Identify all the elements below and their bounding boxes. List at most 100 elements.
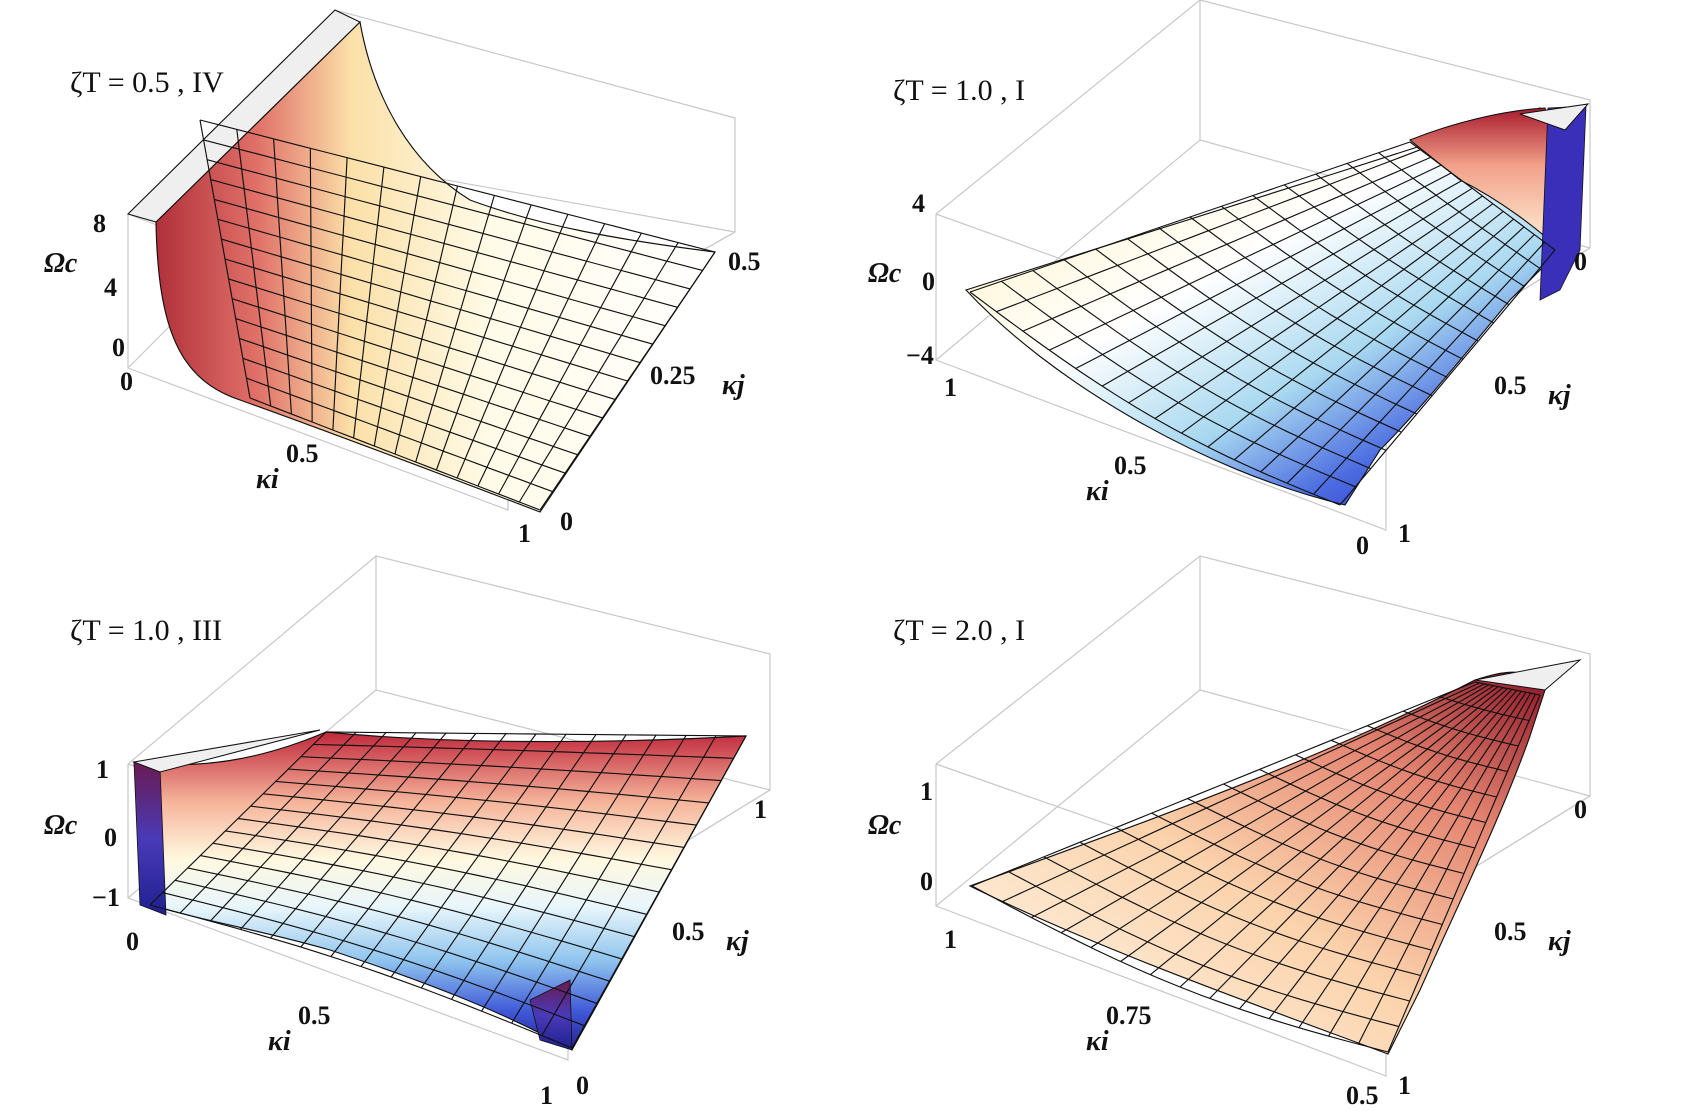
panel-4-ylabel: κj	[1548, 926, 1571, 957]
grid1-v-line	[224, 258, 628, 382]
grid4-v-line	[971, 885, 1389, 1053]
grid4-v-line	[1151, 812, 1443, 926]
panel-2-xtick-1: 1	[944, 373, 957, 402]
grid2-v-line	[1189, 216, 1448, 379]
panel-3-ztick-m1: −1	[92, 883, 120, 912]
grid2-v-line	[1315, 173, 1510, 306]
panel-1-ztick-8: 8	[93, 209, 106, 238]
panel-3-zlabel: Ωc	[44, 810, 78, 841]
grid4-v-line	[1079, 841, 1421, 977]
grid1-v-line	[214, 198, 666, 327]
panel-1-ytick-025: 0.25	[650, 361, 696, 390]
grid3-v-line	[225, 830, 647, 915]
panel-2-top-cap	[1519, 103, 1590, 131]
panel-1-ytick-0: 0	[560, 507, 573, 536]
grid2-v-line	[1221, 205, 1464, 360]
panel-4-mesh	[971, 681, 1541, 1053]
grid4-v-line	[1043, 856, 1410, 1002]
panel-3-ylabel: κj	[726, 926, 749, 957]
panel-3-xtick-1: 1	[540, 1081, 553, 1106]
grid1-v-line	[206, 159, 691, 290]
panel-4-ztick-0: 0	[920, 867, 933, 896]
panel-1-ztick-0: 0	[112, 333, 125, 362]
panel-2-ztick-0: 0	[922, 267, 935, 296]
panel-2-ytick-1: 1	[1398, 519, 1411, 548]
panel-1-title: ζT = 0.5 , IV	[70, 66, 224, 99]
panel-2-ylabel: κj	[1548, 380, 1571, 411]
grid2-v-line	[1032, 270, 1371, 470]
grid2-v-line	[1095, 248, 1402, 433]
panel-4-ztick-1: 1	[920, 777, 933, 806]
panel-3-ytick-1: 1	[754, 795, 767, 824]
panel-2-ytick-05: 0.5	[1494, 371, 1527, 400]
panel-2-title: ζT = 1.0 , I	[893, 74, 1025, 107]
panel-1-mesh	[199, 119, 716, 511]
panel-1-xlabel: κi	[256, 464, 279, 495]
grid2-v-line	[1001, 280, 1356, 488]
panel-1-ztick-4: 4	[104, 273, 117, 302]
grid1-v-line	[203, 139, 703, 271]
panel-4-xlabel: κi	[1086, 1026, 1109, 1057]
grid3-v-line	[288, 768, 709, 804]
panel-2-surface	[964, 107, 1563, 506]
panel-3-ytick-0: 0	[576, 1071, 589, 1100]
panel-3-xtick-0: 0	[126, 927, 139, 956]
grid1-v-line	[199, 119, 716, 253]
grid4-v-line	[1438, 696, 1530, 722]
grid2-v-line	[1126, 237, 1418, 415]
grid3-v-line	[200, 855, 622, 960]
grid3-v-line	[263, 793, 684, 848]
panel-3-surface	[133, 731, 748, 1051]
panel-1-back-edge	[126, 9, 361, 223]
grid4-v-line	[1331, 739, 1497, 798]
grid2-v-line	[1283, 184, 1494, 324]
panel-2-ztick-4: 4	[912, 189, 925, 218]
grid1-v-line	[210, 179, 678, 308]
grid1-v-line	[231, 298, 603, 419]
grid1-v-line	[239, 337, 578, 456]
grid2-v-line	[969, 291, 1341, 506]
panel-4-box	[935, 555, 1591, 1077]
grid3-v-line	[237, 817, 660, 893]
grid1-v-line	[228, 278, 616, 400]
panel-4-xtick-05: 0.5	[1346, 1081, 1379, 1106]
panel-3-title: ζT = 1.0 , III	[70, 614, 222, 647]
panel-3-xlabel: κi	[268, 1026, 291, 1057]
grid2-v-line	[1346, 162, 1525, 287]
panel-3-right-wall	[529, 979, 573, 1051]
grid1-v-line	[246, 377, 553, 493]
panel-1-xtick-1: 1	[518, 519, 531, 548]
panel-3-xtick-05: 0.5	[298, 1001, 331, 1030]
grid4-v-line	[1295, 754, 1486, 824]
grid4-v-line	[1259, 768, 1476, 849]
panel-1-surface	[155, 20, 716, 513]
panel-4-xtick-1: 1	[944, 925, 957, 954]
grid2-v-line	[1409, 141, 1556, 251]
panel-2-xtick-05: 0.5	[1114, 451, 1147, 480]
grid3-v-line	[162, 892, 585, 1027]
panel-3-ztick-1: 1	[96, 755, 109, 784]
panel-3: ζT = 1.0 , III Ωc 1 0 −1 0 0.5 κi 1 0 0.…	[44, 555, 771, 1110]
grid3-v-line	[174, 879, 598, 1004]
panel-2-xlabel: κi	[1086, 476, 1109, 507]
grid4-v-line	[1366, 725, 1508, 773]
grid1-v-line	[242, 357, 566, 474]
panel-3-ytick-05: 0.5	[672, 917, 705, 946]
panel-3-top-cap	[132, 729, 321, 773]
panel-2-ztick-m4: −4	[906, 341, 934, 370]
panel-1-ylabel: κj	[722, 370, 745, 401]
panel-2: ζT = 1.0 , I Ωc 4 0 −4 1 0.5 κi 0 1 0.5 …	[868, 0, 1591, 560]
panel-2-ytick-0: 0	[1574, 247, 1587, 276]
panel-1-zlabel: Ωc	[44, 248, 78, 279]
grid2-v-line	[1158, 227, 1433, 397]
panel-1-xtick-05: 0.5	[286, 439, 319, 468]
grid1-v-line	[221, 238, 641, 364]
grid4-v-line	[1223, 783, 1465, 875]
grid4-v-line	[1187, 798, 1454, 900]
panel-2-zlabel: Ωc	[868, 258, 902, 289]
panel-4-ytick-0: 0	[1574, 795, 1587, 824]
grid3-v-line	[187, 867, 610, 982]
grid4-v-line	[1007, 870, 1400, 1028]
panel-2-xtick-0: 0	[1356, 531, 1369, 560]
